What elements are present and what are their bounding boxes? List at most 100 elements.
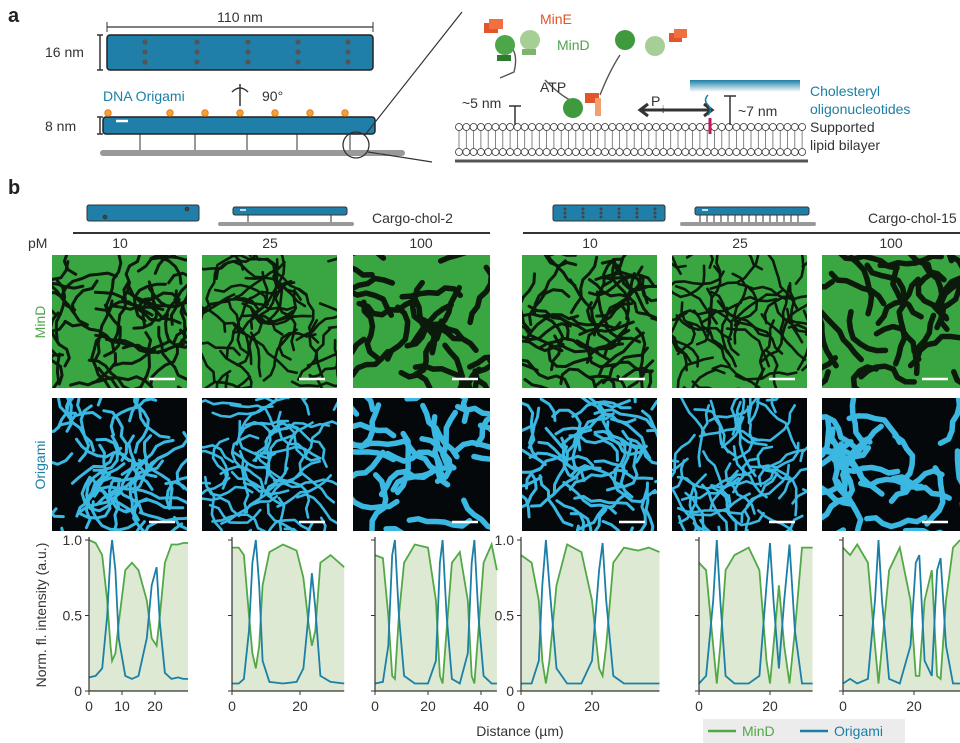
- lipid-head: [623, 149, 630, 156]
- lipid-head: [456, 124, 463, 131]
- y-tick-label: 0: [506, 683, 514, 699]
- lipid-head: [675, 124, 682, 131]
- unit-label: pM: [28, 235, 47, 251]
- handle-dot: [600, 208, 603, 211]
- handle-dot: [582, 212, 585, 215]
- concentration-label: 100: [409, 235, 433, 251]
- bilayer-label: Supported: [810, 119, 875, 135]
- concentration-label: 10: [112, 235, 128, 251]
- handle-dot: [636, 208, 639, 211]
- handle-dot: [295, 49, 300, 54]
- lipid-head: [507, 149, 514, 156]
- x-tick-label: 40: [473, 698, 489, 714]
- lipid-head: [492, 149, 499, 156]
- group-label: Cargo-chol-15: [868, 210, 957, 226]
- figure: a 110 nm 16 nm 8 nm DNA Origami 90° M: [0, 0, 960, 743]
- lipid-head: [726, 124, 733, 131]
- y-axis-label: Norm. fl. intensity (a.u.): [33, 543, 49, 688]
- handle-dot: [194, 39, 199, 44]
- handle-dot: [194, 49, 199, 54]
- dimension-label: 16 nm: [45, 44, 84, 60]
- area: [521, 545, 660, 692]
- handle-dot: [295, 59, 300, 64]
- lipid-head: [769, 124, 776, 131]
- lipid-head: [638, 124, 645, 131]
- origami-schematic: [97, 12, 462, 162]
- pattern-stroke: [335, 340, 344, 402]
- lipid-head: [645, 124, 652, 131]
- atp-label: ATP: [540, 79, 566, 95]
- lipid-head: [565, 124, 572, 131]
- phosphate-label: P: [651, 93, 660, 109]
- x-tick-label: 0: [517, 698, 525, 714]
- lipid-head: [536, 149, 543, 156]
- lipid-head: [609, 149, 616, 156]
- handle-dot: [564, 208, 567, 211]
- pattern-stroke: [10, 492, 56, 518]
- lipid-head: [477, 124, 484, 131]
- cholesterol-dot: [237, 110, 243, 116]
- lipid-head: [580, 149, 587, 156]
- lipid-head: [521, 124, 528, 131]
- x-axis-label: Distance (µm): [476, 723, 563, 739]
- handle-dot: [245, 59, 250, 64]
- handle-dot: [194, 59, 199, 64]
- lipid-head: [682, 124, 689, 131]
- lipid-head: [499, 149, 506, 156]
- handle-dot: [582, 208, 585, 211]
- panel-label: b: [8, 177, 20, 199]
- lipid-head: [726, 149, 733, 156]
- legend-label: MinD: [742, 723, 775, 739]
- lipid-head: [675, 149, 682, 156]
- pattern-stroke: [490, 360, 524, 402]
- handle-dot: [245, 39, 250, 44]
- lipid-head: [521, 149, 528, 156]
- origami-label: DNA Origami: [103, 88, 185, 104]
- lipid-head: [748, 124, 755, 131]
- lipid-head: [463, 149, 470, 156]
- handle-dot: [582, 216, 585, 219]
- lipid-head: [777, 124, 784, 131]
- lipid-head: [718, 149, 725, 156]
- x-tick-label: 20: [147, 698, 163, 714]
- handle-dot: [618, 212, 621, 215]
- lipid-head: [645, 149, 652, 156]
- cholesterol-dot: [307, 110, 313, 116]
- lipid-head: [711, 149, 718, 156]
- rotation-label: 90°: [262, 88, 283, 104]
- lipid-head: [682, 149, 689, 156]
- panel-label: a: [8, 5, 20, 27]
- handle-dot: [345, 39, 350, 44]
- lipid-head: [572, 149, 579, 156]
- cholesterol-dot: [272, 110, 278, 116]
- lipid-head: [653, 149, 660, 156]
- lipid-head: [696, 149, 703, 156]
- lipid-head: [550, 124, 557, 131]
- x-tick-label: 0: [371, 698, 379, 714]
- lipid-head: [543, 149, 550, 156]
- handle-dot: [654, 208, 657, 211]
- row-label: Origami: [32, 440, 48, 489]
- y-tick-label: 0: [74, 683, 82, 699]
- x-tick-label: 0: [695, 698, 703, 714]
- lipid-head: [514, 149, 521, 156]
- lipid-head: [470, 124, 477, 131]
- lipid-head: [587, 149, 594, 156]
- handle-dot: [618, 208, 621, 211]
- handle-dot: [600, 212, 603, 215]
- area: [843, 540, 960, 691]
- gap-label: ~5 nm: [462, 95, 501, 111]
- lipid-head: [653, 124, 660, 131]
- handle-dot: [654, 216, 657, 219]
- handle-dot: [142, 59, 147, 64]
- lipid-head: [660, 124, 667, 131]
- pattern-stroke: [1, 330, 57, 355]
- lipid-head: [740, 149, 747, 156]
- cargo-schematics: [73, 205, 960, 233]
- lipid-head: [638, 149, 645, 156]
- cholesteryl-label: oligonucleotides: [810, 101, 910, 117]
- pattern-stroke: [687, 211, 717, 257]
- lipid-head: [536, 124, 543, 131]
- handle-dot: [618, 216, 621, 219]
- lipid-head: [470, 149, 477, 156]
